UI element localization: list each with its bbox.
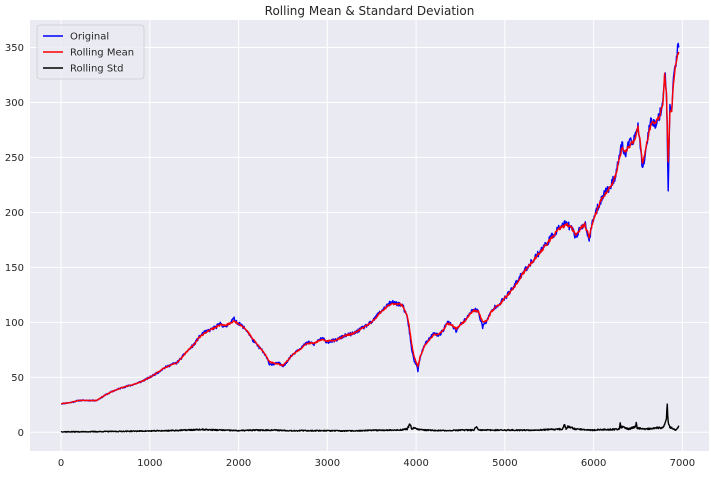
y-tick-label: 50	[11, 373, 24, 384]
plot-background	[30, 20, 709, 451]
y-tick-label: 350	[5, 43, 24, 54]
x-tick-label: 1000	[137, 458, 162, 469]
y-tick-label: 0	[18, 428, 24, 439]
y-tick-label: 150	[5, 263, 24, 274]
y-tick-labels: 0 50 100 150 200 250 300 350	[5, 43, 24, 439]
series-line-rolling-std	[60, 403, 680, 433]
x-tick-label: 5000	[492, 458, 517, 469]
x-tick-label: 2000	[226, 458, 251, 469]
y-tick-label: 100	[5, 318, 24, 329]
legend-label: Rolling Mean	[70, 48, 134, 59]
x-tick-labels: 0 1000 2000 3000 4000 5000 6000 7000	[58, 458, 695, 469]
y-tick-label: 250	[5, 153, 24, 164]
y-tick-label: 300	[5, 98, 24, 109]
x-tick-label: 4000	[403, 458, 428, 469]
x-tick-label: 3000	[315, 458, 340, 469]
y-tick-label: 200	[5, 208, 24, 219]
series-lines	[60, 42, 680, 433]
x-tick-label: 7000	[670, 458, 695, 469]
legend: Original Rolling Mean Rolling Std	[36, 24, 145, 80]
legend-box	[36, 24, 145, 80]
chart-title: Rolling Mean & Standard Deviation	[265, 4, 475, 18]
x-tick-label: 6000	[581, 458, 606, 469]
series-line-rolling-mean	[60, 51, 680, 405]
legend-label: Original	[70, 32, 109, 43]
x-tick-label: 0	[58, 458, 64, 469]
legend-label: Rolling Std	[70, 64, 123, 75]
